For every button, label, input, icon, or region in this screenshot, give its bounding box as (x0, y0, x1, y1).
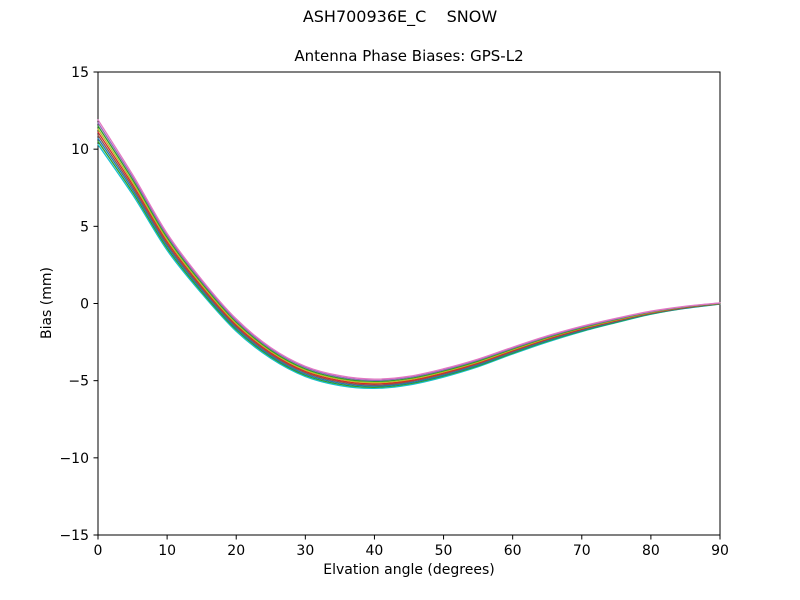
x-axis-ticklabel: 80 (642, 543, 660, 559)
bias-curve-2 (97, 140, 721, 388)
bias-curve-9 (97, 119, 721, 380)
y-axis-ticklabel: −10 (59, 451, 89, 467)
x-axis-ticklabel: 60 (504, 543, 522, 559)
x-axis-ticklabel: 20 (227, 543, 245, 559)
x-axis-ticklabel: 10 (158, 543, 176, 559)
y-axis-ticklabel: 10 (71, 142, 89, 158)
y-axis-ticklabel: −15 (59, 528, 89, 544)
plot-frame (97, 71, 721, 536)
bias-curve-6 (97, 128, 721, 384)
x-axis-ticklabel: 90 (711, 543, 729, 559)
figure-title: ASH700936E_C SNOW (302, 7, 498, 26)
bias-curve-7 (97, 125, 721, 383)
x-axis-ticklabel: 70 (573, 543, 591, 559)
y-axis-ticklabel: 0 (80, 297, 89, 313)
bias-curve-3 (97, 137, 721, 387)
x-axis-ticklabel: 0 (94, 543, 103, 559)
x-axis-ticklabel: 30 (296, 543, 314, 559)
bias-curve-8 (97, 122, 721, 382)
y-axis-ticklabel: −5 (68, 374, 89, 390)
x-axis-ticklabel: 40 (366, 543, 384, 559)
y-axis-ticklabel: 15 (71, 65, 89, 81)
axes-title: Antenna Phase Biases: GPS-L2 (294, 47, 524, 65)
y-axis-ticklabel: 5 (80, 219, 89, 235)
x-axis-ticklabel: 50 (435, 543, 453, 559)
bias-curve-4 (97, 134, 721, 386)
bias-curve-5 (97, 131, 721, 385)
x-axis-label: Elvation angle (degrees) (323, 562, 495, 578)
